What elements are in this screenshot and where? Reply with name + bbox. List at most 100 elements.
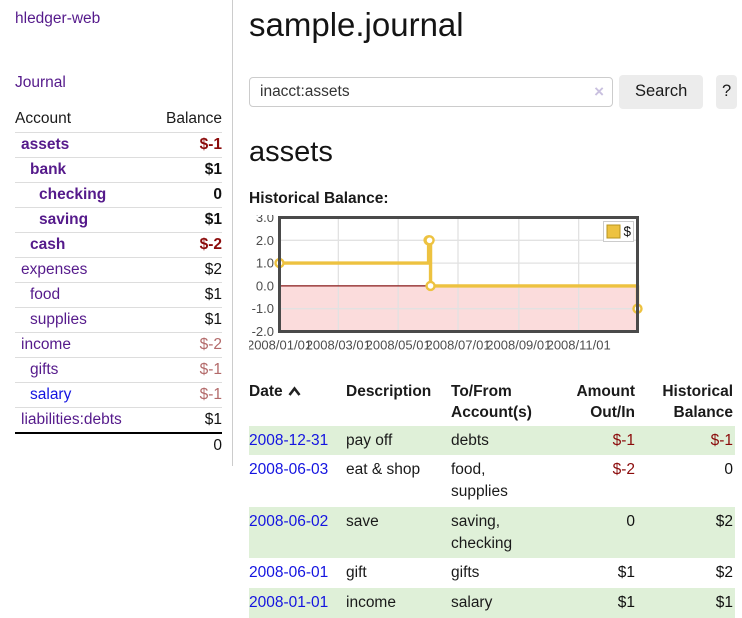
account-row: salary $-1 bbox=[15, 382, 222, 408]
transaction-date-link[interactable]: 2008-06-02 bbox=[249, 512, 329, 530]
account-cell: expenses bbox=[15, 258, 151, 283]
register-col-description: Description bbox=[346, 382, 432, 400]
app-title-link[interactable]: hledger-web bbox=[15, 10, 101, 27]
account-cell: salary bbox=[15, 383, 151, 408]
sidebar: hledger-web Journal Account Balance asse… bbox=[0, 0, 233, 466]
transaction-amount-cell: $1 bbox=[617, 593, 635, 611]
transaction-accounts-cell: debts bbox=[451, 431, 489, 449]
accounts-total-value: 0 bbox=[213, 437, 222, 454]
transaction-balance-cell: $1 bbox=[715, 593, 733, 611]
transaction-amount-cell: $1 bbox=[617, 564, 635, 582]
account-cell: gifts bbox=[15, 358, 151, 383]
transaction-description-cell: income bbox=[346, 593, 396, 611]
chart-border bbox=[278, 215, 639, 333]
account-row: saving $1 bbox=[15, 207, 222, 233]
transaction-date-cell: 2008-12-31 bbox=[249, 426, 346, 456]
transaction-date-link[interactable]: 2008-01-01 bbox=[249, 593, 329, 611]
accounts-header-row: Account Balance bbox=[15, 107, 222, 133]
account-cell: checking bbox=[15, 183, 151, 208]
accounts-col-balance: Balance bbox=[165, 110, 222, 127]
legend-label: $ bbox=[624, 224, 632, 239]
transaction-date-link[interactable]: 2008-06-03 bbox=[249, 461, 329, 479]
account-row: supplies $1 bbox=[15, 307, 222, 333]
transaction-balance-cell: $2 bbox=[715, 564, 733, 582]
account-cell: bank bbox=[15, 158, 151, 183]
x-tick-label: 2008/07/01 bbox=[425, 337, 490, 352]
transaction-description-cell: save bbox=[346, 512, 379, 530]
y-tick-label: -1.0 bbox=[252, 301, 274, 316]
account-row: gifts $-1 bbox=[15, 357, 222, 383]
account-balance: $1 bbox=[204, 411, 222, 428]
transaction-description-cell: gift bbox=[346, 564, 367, 582]
transaction-date-link[interactable]: 2008-12-31 bbox=[249, 431, 329, 449]
transaction-date-cell: 2008-06-03 bbox=[249, 455, 346, 506]
sidebar-account-link-supplies[interactable]: supplies bbox=[30, 311, 87, 328]
clear-search-icon[interactable]: × bbox=[594, 81, 604, 101]
accounts-col-account: Account bbox=[15, 110, 72, 127]
account-row: bank $1 bbox=[15, 157, 222, 183]
sort-ascending-icon bbox=[288, 386, 301, 396]
sidebar-account-link-gifts[interactable]: gifts bbox=[30, 361, 59, 378]
register-col-historical: Historical Balance bbox=[662, 382, 733, 421]
help-button[interactable]: ? bbox=[716, 74, 737, 109]
account-balance: $-2 bbox=[199, 336, 222, 353]
account-balance: $1 bbox=[204, 211, 222, 228]
account-row: assets $-1 bbox=[15, 132, 222, 158]
x-tick-label: 2008/11/01 bbox=[547, 337, 611, 352]
table-row: 2008-06-02 save saving, checking 0 $2 bbox=[249, 506, 735, 559]
account-balance: $-1 bbox=[199, 386, 222, 403]
account-balance: $-1 bbox=[199, 361, 222, 378]
y-tick-label: 3.0 bbox=[256, 215, 274, 225]
sidebar-account-link-salary[interactable]: salary bbox=[30, 386, 72, 403]
data-point-marker bbox=[424, 235, 435, 246]
page-title: sample.journal bbox=[249, 6, 464, 43]
sidebar-account-link-food[interactable]: food bbox=[30, 286, 61, 303]
data-point-marker bbox=[425, 280, 436, 292]
register-col-date[interactable]: Date bbox=[249, 380, 346, 426]
x-tick-label: 2008/05/01 bbox=[366, 337, 431, 352]
sidebar-account-link-expenses[interactable]: expenses bbox=[21, 261, 88, 278]
accounts-total-row: 0 bbox=[15, 433, 222, 458]
account-cell: supplies bbox=[15, 308, 151, 333]
register-header-row: Date Description To/From Account(s) Amount … bbox=[249, 380, 735, 426]
x-tick-label: 2008/03/01 bbox=[306, 337, 371, 352]
account-cell: income bbox=[15, 333, 151, 358]
search-input[interactable] bbox=[249, 76, 613, 107]
sidebar-account-link-assets[interactable]: assets bbox=[21, 136, 70, 153]
transaction-balance-cell: 0 bbox=[724, 461, 733, 479]
account-row: liabilities:debts $1 bbox=[15, 407, 222, 434]
table-row: 2008-06-01 gift gifts $1 $2 bbox=[249, 558, 735, 588]
sidebar-item-journal[interactable]: Journal bbox=[15, 74, 66, 91]
chart-label: Historical Balance: bbox=[249, 189, 389, 207]
sidebar-account-link-income[interactable]: income bbox=[21, 336, 71, 353]
sidebar-account-link-checking[interactable]: checking bbox=[39, 186, 107, 203]
account-balance: $1 bbox=[204, 161, 222, 178]
transaction-date-cell: 2008-06-02 bbox=[249, 507, 346, 558]
account-row: cash $-2 bbox=[15, 232, 222, 258]
balance-chart-svg: $3.0 2.0 1.0 0.0 -1.0 -2.02008/01/012008/03/0… bbox=[247, 210, 643, 352]
transaction-amount-cell: $-1 bbox=[612, 431, 635, 449]
transaction-accounts-cell: food, supplies bbox=[451, 461, 508, 501]
sidebar-account-link-saving[interactable]: saving bbox=[39, 211, 89, 228]
sidebar-account-link-bank[interactable]: bank bbox=[30, 161, 67, 178]
search-box: × bbox=[249, 76, 613, 107]
sidebar-account-link-liabilities-debts[interactable]: liabilities:debts bbox=[21, 411, 122, 428]
transaction-accounts-cell: saving, checking bbox=[451, 512, 513, 552]
accounts-table: Account Balance assets $-1 bank $1 checking 0… bbox=[15, 107, 222, 458]
account-heading: assets bbox=[249, 135, 333, 168]
table-row: 2008-06-03 eat & shop food, supplies $-2 0 bbox=[249, 455, 735, 506]
account-row: checking 0 bbox=[15, 182, 222, 208]
sidebar-account-link-cash[interactable]: cash bbox=[30, 236, 66, 253]
y-tick-label: -2.0 bbox=[252, 324, 274, 339]
account-balance: $1 bbox=[204, 311, 222, 328]
historical-balance-chart: $3.0 2.0 1.0 0.0 -1.0 -2.0 2008/01/01 2008/03/0… bbox=[247, 210, 737, 361]
account-cell: saving bbox=[15, 208, 151, 233]
y-tick-label: 1.0 bbox=[256, 256, 274, 271]
table-row: 2008-01-01 income salary $1 $1 bbox=[249, 587, 735, 618]
search-row: × Search ? bbox=[249, 74, 737, 109]
transaction-date-link[interactable]: 2008-06-01 bbox=[249, 564, 329, 582]
account-balance: $2 bbox=[204, 261, 222, 278]
y-tick-label: 2.0 bbox=[256, 233, 274, 248]
table-row: 2008-12-31 pay off debts $-1 $-1 bbox=[249, 425, 735, 456]
search-button[interactable]: Search bbox=[619, 74, 704, 109]
